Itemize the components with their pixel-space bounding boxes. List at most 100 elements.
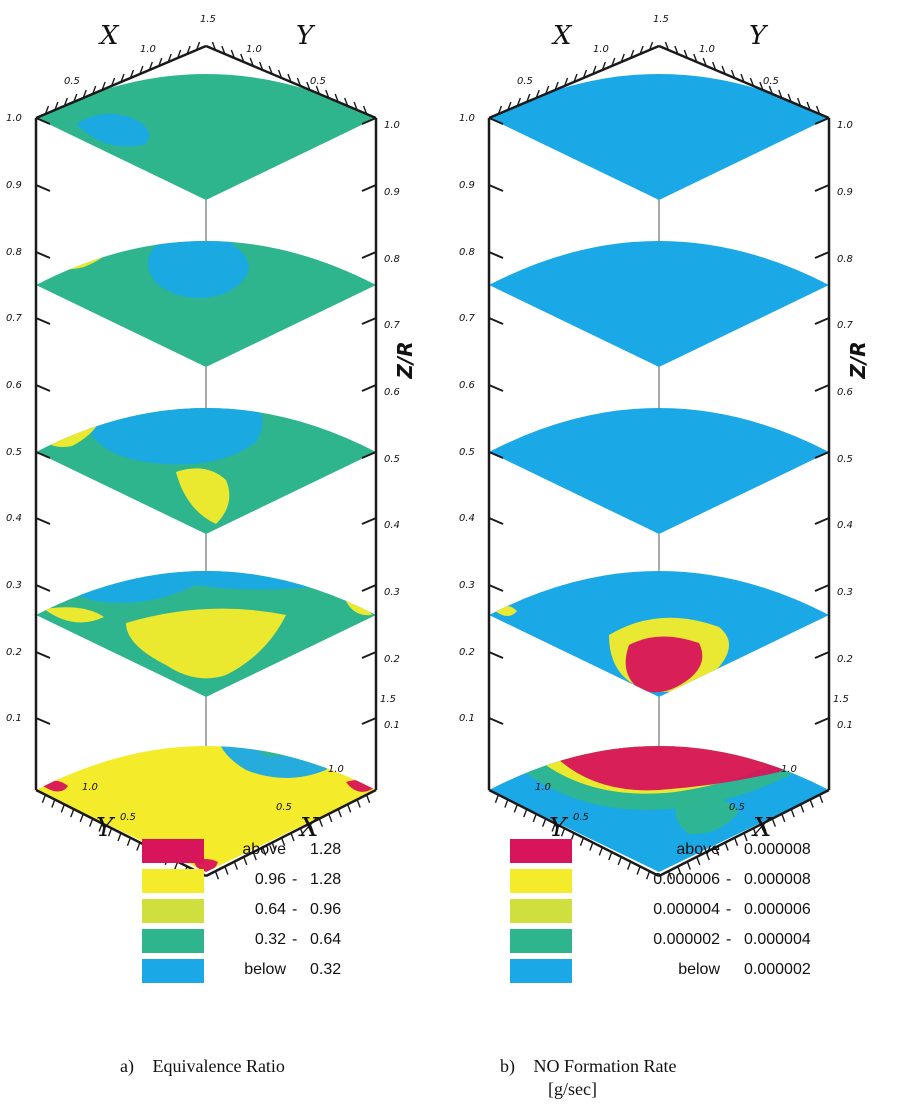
z-tick-label-left: 0.4 [6, 513, 22, 524]
top-y-tick [325, 89, 330, 99]
top-x-tick [630, 49, 635, 59]
top-apex-tick-label: 1.5 [200, 14, 216, 25]
z-tick-label-left: 0.2 [6, 647, 22, 658]
top-y-axis-label: Y [749, 21, 769, 51]
top-y-tick [259, 61, 264, 71]
bottom-x-tick [696, 856, 701, 866]
left-z-tick [488, 251, 504, 259]
bottom-x-tick [818, 794, 824, 804]
caption-b-unit: [g/sec] [548, 1079, 597, 1099]
bottom-y-tick [107, 827, 113, 837]
z-tick-label-right: 0.9 [837, 187, 853, 198]
z-tick-label-left: 0.2 [459, 647, 475, 658]
bottom-x-tick [299, 827, 305, 837]
bottom-x-tick-label: 0.5 [729, 802, 745, 813]
top-x-tick [148, 61, 153, 71]
right-z-tick [814, 251, 830, 259]
legend-range-start: 0.96 [254, 871, 286, 888]
bottom-x-tick [271, 842, 276, 851]
slice-z-1 [489, 74, 829, 200]
top-y-tick-label: 0.5 [310, 76, 326, 87]
legend-range-end: 0.64 [310, 931, 342, 948]
right-z-tick [814, 317, 830, 325]
top-x-tick [167, 53, 172, 63]
right-z-tick [814, 117, 830, 125]
bottom-y-tick [117, 832, 122, 842]
top-apex-tick-label: 1.5 [653, 14, 669, 25]
top-y-tick-label: 0.5 [763, 76, 779, 87]
slice-base-blue [489, 241, 829, 367]
legend-range-dash: - [292, 931, 298, 948]
slice-base-green [36, 74, 376, 200]
top-x-tick [592, 65, 597, 75]
bottom-x-tick [224, 866, 229, 875]
legend-range-start: above [242, 841, 286, 858]
top-x-tick [139, 65, 144, 75]
top-y-tick [211, 41, 217, 51]
top-y-tick [296, 77, 302, 87]
bottom-x-tick-label: 0.5 [276, 802, 292, 813]
bottom-x-tick [243, 856, 248, 866]
top-y-tick [778, 89, 783, 99]
top-y-tick [362, 105, 368, 115]
right-z-tick [361, 117, 377, 125]
z-tick-label-left: 0.6 [6, 380, 22, 391]
legend-range-dash: - [726, 901, 732, 918]
left-z-tick [35, 584, 51, 592]
legend-range-dash: - [726, 871, 732, 888]
bottom-x-tick [762, 823, 767, 832]
legend-range-end: 0.96 [310, 901, 342, 918]
legend-range-start: 0.000004 [653, 901, 720, 918]
bottom-x-tick [262, 847, 267, 856]
bottom-x-tick [677, 866, 682, 875]
legend-range-end: 0.32 [310, 961, 342, 978]
left-z-tick [488, 584, 504, 592]
slice-region-blue [73, 571, 316, 603]
bottom-x-tick [280, 837, 286, 847]
top-y-tick [664, 41, 670, 51]
legend-range-end: 0.000008 [744, 871, 811, 888]
top-x-tick [110, 77, 116, 87]
bottom-y-tick [79, 813, 84, 823]
bottom-y-tick [645, 870, 651, 880]
top-x-tick-label: 0.5 [517, 76, 533, 87]
left-z-tick [35, 251, 51, 259]
z-tick-label-right: 0.8 [384, 254, 400, 265]
right-z-tick [814, 584, 830, 592]
top-x-tick [639, 45, 644, 55]
z-tick-label-left: 1.0 [6, 113, 22, 124]
z-tick-label-left: 0.1 [6, 713, 22, 724]
bottom-x-tick [715, 847, 720, 856]
bottom-y-tick [636, 866, 641, 875]
top-x-tick [54, 101, 59, 111]
bottom-y-tick [174, 861, 179, 870]
legend-range-end: 1.28 [310, 841, 342, 858]
bottom-x-tick [743, 832, 748, 842]
legend-range-start: 0.000002 [653, 931, 720, 948]
right-z-tick [814, 517, 830, 525]
top-y-tick [702, 57, 707, 67]
bottom-y-tick [627, 861, 632, 870]
z-tick-label-left: 0.4 [459, 513, 475, 524]
z-tick-label-left: 0.1 [459, 713, 475, 724]
caption-a-letter: a) [120, 1056, 134, 1076]
bottom-x-tick [290, 832, 295, 842]
legend-swatch-yellow_green [142, 899, 204, 923]
bottom-x-tick-label: 1.0 [328, 764, 344, 775]
z-tick-label-right: 0.7 [837, 320, 854, 331]
legend-range-end: 0.000008 [744, 841, 811, 858]
bottom-x-tick [318, 818, 323, 827]
slice-z-0-5 [489, 408, 829, 534]
top-x-tick [573, 73, 578, 83]
bottom-x-tick [214, 870, 220, 880]
top-x-tick [554, 81, 559, 91]
top-x-tick [611, 57, 616, 67]
top-y-tick [334, 93, 339, 103]
top-x-tick [648, 41, 654, 51]
legend-range-start: 0.000006 [653, 871, 720, 888]
legend-range-end: 0.000002 [744, 961, 811, 978]
bottom-x-axis-label: X [298, 813, 320, 843]
top-x-tick [177, 49, 182, 59]
z-tick-label-right: 1.0 [837, 120, 853, 131]
z-tick-label-right: 0.8 [837, 254, 853, 265]
